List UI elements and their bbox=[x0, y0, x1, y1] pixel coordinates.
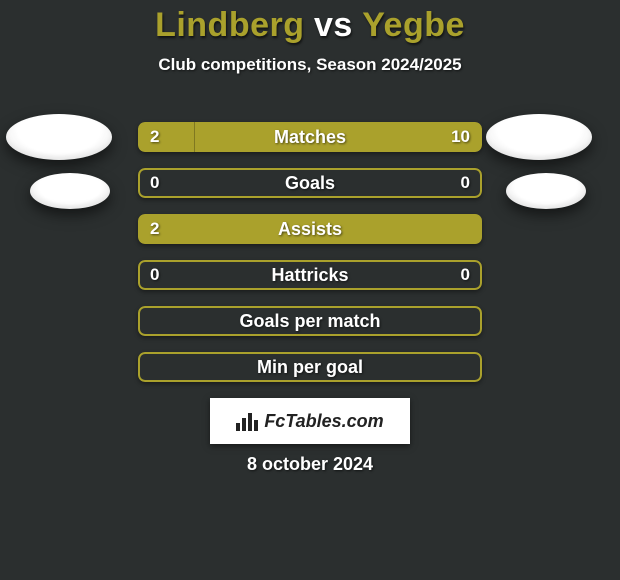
subtitle: Club competitions, Season 2024/2025 bbox=[0, 55, 620, 75]
stage: Lindberg vs Yegbe Club competitions, Sea… bbox=[0, 0, 620, 580]
brand-badge: FcTables.com bbox=[210, 398, 410, 444]
avatar-right bbox=[486, 114, 592, 160]
comparison-bars: Matches210 Goals00 Assists2 Hattricks00 Goal… bbox=[138, 122, 482, 398]
avatar-left bbox=[6, 114, 112, 160]
date: 8 october 2024 bbox=[247, 454, 373, 475]
bar-row: Min per goal bbox=[138, 352, 482, 382]
bars-icon bbox=[236, 411, 258, 431]
title-vs: vs bbox=[314, 6, 353, 44]
title: Lindberg vs Yegbe bbox=[0, 0, 620, 45]
bar-row: Goals00 bbox=[138, 168, 482, 198]
bar-row: Hattricks00 bbox=[138, 260, 482, 290]
bar-row: Matches210 bbox=[138, 122, 482, 152]
bar-row: Assists2 bbox=[138, 214, 482, 244]
title-player2: Yegbe bbox=[362, 6, 465, 44]
bar-row: Goals per match bbox=[138, 306, 482, 336]
title-player1: Lindberg bbox=[155, 6, 304, 44]
avatar-right-small bbox=[506, 173, 586, 209]
brand-text: FcTables.com bbox=[264, 411, 383, 432]
avatar-left-small bbox=[30, 173, 110, 209]
